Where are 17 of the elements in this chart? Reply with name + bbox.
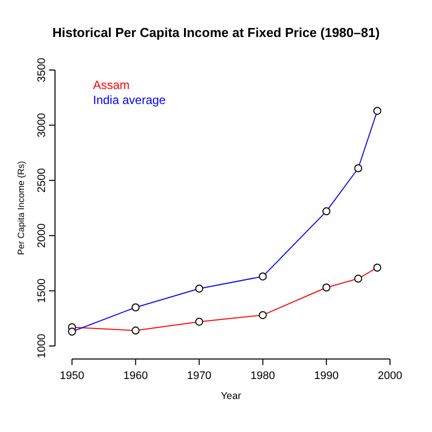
y-tick-label: 1000 [36, 334, 48, 358]
y-tick-label: 2500 [36, 168, 48, 193]
y-tick-label: 1500 [36, 278, 48, 304]
x-axis-title: Year [220, 391, 242, 402]
text: Assam [93, 78, 130, 92]
x-tick-label: 1950 [60, 370, 84, 382]
x-tick-label: 1980 [250, 370, 276, 382]
y-axis-title: Per Capita Income (Rs) [16, 160, 26, 256]
chart-title: Historical Per Capita Income at Fixed Price (1980–81) [52, 25, 380, 40]
y-tick-label: 3000 [36, 112, 48, 138]
x-tick-label: 1970 [186, 370, 212, 382]
y-tick-label: 3500 [36, 58, 48, 82]
y-tick-label: 2000 [36, 223, 48, 248]
x-tick-label: 1990 [314, 370, 339, 382]
text: India average [93, 93, 166, 107]
x-tick-label: 1960 [123, 370, 148, 382]
x-tick-label: 2000 [378, 370, 402, 382]
